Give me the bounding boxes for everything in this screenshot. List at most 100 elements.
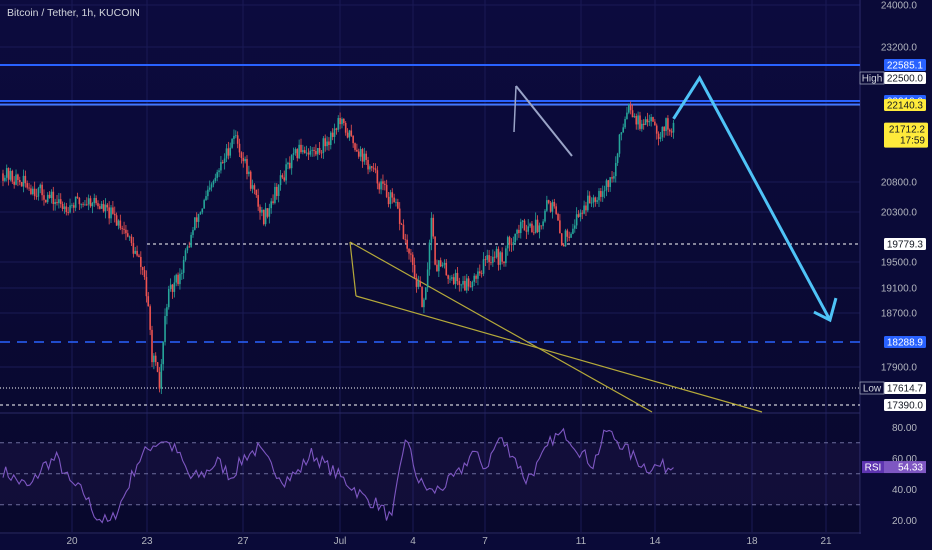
candle-body [499, 252, 502, 265]
candle-body [156, 362, 159, 372]
candle-body [331, 132, 334, 137]
candle-body [380, 181, 382, 190]
candle-body [434, 236, 436, 265]
candle-body [207, 189, 209, 197]
candle-body [30, 188, 32, 195]
candle-body [506, 237, 509, 249]
candle-body [52, 191, 55, 205]
candle-body [505, 248, 507, 264]
candle-body [492, 256, 494, 263]
candle-body [225, 148, 228, 159]
candle-body [292, 153, 295, 155]
candle-body [59, 199, 62, 204]
candle-body [533, 232, 535, 234]
candle-body [449, 278, 451, 280]
candle-body [354, 143, 356, 150]
candle-body [210, 184, 213, 188]
candle-body [235, 135, 237, 137]
candle-body [147, 296, 150, 307]
candle-body [404, 239, 407, 240]
wedge-upper-line [349, 241, 653, 413]
candle-body [393, 197, 395, 203]
last-price-label: 21712.2 [889, 125, 926, 136]
candle-body [553, 201, 556, 207]
candle-body [277, 185, 280, 196]
candle-body [469, 286, 472, 288]
time-axis-bg [0, 534, 932, 550]
high-tag-label: High [862, 74, 883, 85]
candle-body [577, 214, 580, 217]
candle-body [542, 221, 544, 227]
candle-body [600, 190, 602, 197]
candle-body [438, 260, 440, 272]
candle-body [125, 229, 127, 234]
candle-body [620, 132, 623, 135]
candle-body [376, 170, 379, 184]
candle-body [646, 119, 649, 123]
candle-body [616, 153, 619, 163]
price-tick-label: 24000.0 [881, 1, 918, 12]
candle-body [24, 175, 27, 184]
candle-body [231, 138, 233, 148]
candle-body [514, 233, 516, 243]
candle-body [248, 171, 250, 175]
candle-body [296, 149, 299, 159]
candle-body [186, 246, 189, 251]
candle-body [341, 118, 343, 125]
candle-body [132, 243, 135, 254]
candle-body [149, 306, 151, 330]
candle-body [95, 197, 97, 204]
candle-body [609, 177, 611, 187]
candle-body [357, 151, 360, 157]
rsi-line [2, 427, 674, 524]
time-tick-label: 18 [746, 536, 758, 547]
candle-body [385, 184, 388, 197]
price-badge-level-22585-label: 22585.1 [887, 61, 924, 72]
candle-body [274, 186, 276, 203]
candle-body [659, 137, 662, 139]
time-axis: 20 23 27 Jul 4 7 11 14 18 21 [0, 534, 932, 550]
candle-body [460, 284, 462, 286]
candle-body [302, 150, 304, 153]
price-badge-level-19779-label: 19779.3 [887, 240, 924, 251]
candle-body [108, 207, 110, 219]
candle-body [456, 272, 459, 282]
rsi-value-badge-bg [884, 461, 926, 474]
candle-body [486, 255, 489, 260]
candle-body [421, 286, 423, 308]
candle-body [417, 281, 420, 287]
candle-body [544, 210, 546, 222]
candle-body [665, 118, 667, 131]
candle-body [199, 212, 202, 214]
price-axis-bg [861, 0, 932, 550]
candle-body [570, 233, 572, 238]
candle-body [5, 168, 8, 178]
candle-body [169, 284, 172, 289]
candle-body [117, 220, 120, 226]
candle-body [655, 125, 658, 134]
price-tick-label: 19500.0 [881, 258, 918, 269]
rsi-tick-label: 80.00 [892, 423, 917, 434]
candle-body [194, 217, 196, 230]
candle-body [639, 115, 641, 129]
candle-body [324, 138, 327, 147]
candle-body [223, 158, 226, 163]
candle-body [350, 130, 353, 136]
candle-body [352, 135, 354, 144]
candle-body [171, 284, 174, 292]
candle-body [369, 166, 371, 170]
candle-body [359, 149, 362, 157]
candle-body [164, 316, 166, 343]
candle-body [54, 202, 56, 205]
candle-body [112, 207, 114, 214]
candle-body [173, 282, 176, 292]
projection-arrowhead [813, 297, 838, 323]
candle-body [91, 203, 94, 207]
time-tick-label: 4 [410, 536, 416, 547]
candle-body [510, 244, 513, 246]
candle-body [611, 177, 613, 179]
candle-body [203, 200, 205, 209]
candle-body [28, 187, 30, 189]
